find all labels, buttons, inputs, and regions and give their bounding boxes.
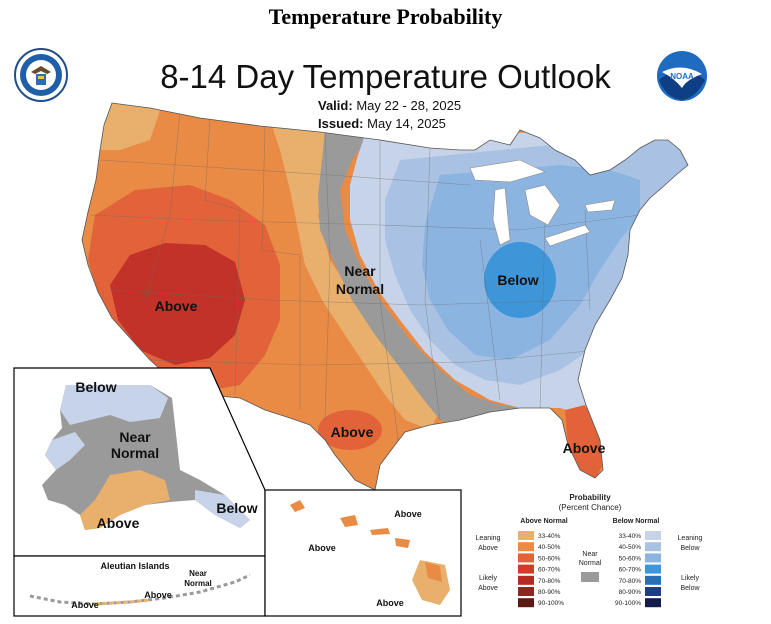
legend-above-range-1: 40-50% bbox=[538, 544, 561, 551]
legend-near-swatch bbox=[581, 572, 599, 582]
legend-leaning-below-2: Below bbox=[680, 545, 700, 552]
zone-leaning-above-nw bbox=[100, 103, 160, 150]
legend-likely-above-1: Likely bbox=[479, 575, 497, 582]
label-normal: Normal bbox=[336, 281, 384, 297]
issued-value: May 14, 2025 bbox=[367, 116, 446, 131]
legend-below-range-3: 60-70% bbox=[619, 567, 642, 574]
page-title: Temperature Probability bbox=[268, 4, 503, 29]
lake-superior bbox=[469, 159, 546, 183]
label-alaska-below-pan: Below bbox=[216, 500, 257, 516]
label-above-florida: Above bbox=[563, 440, 606, 456]
legend-leaning-above-1: Leaning bbox=[476, 535, 501, 542]
legend-below-header: Below Normal bbox=[613, 518, 660, 525]
legend-below-range-4: 70-80% bbox=[619, 578, 642, 585]
aleutian-above-1: Above bbox=[144, 590, 172, 600]
noaa-logo-icon: NOAA bbox=[657, 51, 707, 101]
zone-below-60 bbox=[484, 242, 556, 318]
label-above-texas: Above bbox=[331, 424, 374, 440]
hawaii-above-1: Above bbox=[394, 509, 422, 519]
aleutian-normal: Normal bbox=[184, 579, 212, 588]
issued-date: Issued: May 14, 2025 bbox=[318, 116, 446, 131]
label-alaska-above: Above bbox=[97, 515, 140, 531]
legend-likely-above-2: Above bbox=[478, 585, 498, 592]
hawaii-inset: Above Above Above bbox=[264, 489, 462, 617]
legend-above-range-5: 80-90% bbox=[538, 589, 561, 596]
legend-above-header: Above Normal bbox=[520, 518, 568, 525]
zone-above-60 bbox=[110, 243, 245, 365]
aleutian-near: Near bbox=[189, 569, 207, 578]
zone-leaning-above-plains bbox=[270, 120, 440, 430]
aleutian-title: Aleutian Islands bbox=[100, 561, 169, 571]
legend-leaning-above-2: Above bbox=[478, 545, 498, 552]
legend-below-swatch-5 bbox=[645, 587, 661, 596]
legend-below-swatch-3 bbox=[645, 564, 661, 574]
legend-above-range-4: 70-80% bbox=[538, 578, 561, 585]
legend-above-swatch-4 bbox=[518, 575, 534, 585]
legend-below-range-5: 80-90% bbox=[619, 589, 642, 596]
legend-above-swatch-5 bbox=[518, 587, 534, 596]
legend-below-range-1: 40-50% bbox=[619, 544, 642, 551]
legend-likely-below-2: Below bbox=[680, 585, 700, 592]
valid-value: May 22 - 28, 2025 bbox=[356, 98, 462, 113]
label-alaska-near: Near bbox=[119, 429, 151, 445]
legend-below-swatch-1 bbox=[645, 542, 661, 552]
legend-above-range-0: 33-40% bbox=[538, 533, 561, 540]
legend-above-swatch-0 bbox=[518, 531, 534, 540]
aleutian-inset: Aleutian Islands Near Normal Above Above bbox=[13, 555, 266, 617]
label-alaska-normal: Normal bbox=[111, 445, 159, 461]
hawaii-above-2: Above bbox=[308, 543, 336, 553]
legend-above-range-3: 60-70% bbox=[538, 567, 561, 574]
lake-michigan bbox=[492, 187, 511, 246]
hawaii-above-3: Above bbox=[376, 598, 404, 608]
legend-above-swatch-1 bbox=[518, 542, 534, 552]
legend-below-range-0: 33-40% bbox=[619, 533, 642, 540]
alaska-inset: Below Near Normal Above Below bbox=[13, 367, 266, 557]
legend-above-range-6: 90-100% bbox=[538, 600, 564, 607]
valid-dates: Valid: May 22 - 28, 2025 bbox=[318, 98, 461, 113]
legend-below-swatch-6 bbox=[645, 598, 661, 608]
legend-below-swatch-0 bbox=[645, 531, 661, 540]
lake-ontario bbox=[584, 199, 616, 213]
legend-likely-below-1: Likely bbox=[681, 575, 699, 582]
label-near: Near bbox=[344, 263, 376, 279]
conus-outlook bbox=[81, 102, 689, 491]
lake-huron bbox=[524, 184, 561, 226]
zone-above-texas bbox=[318, 410, 382, 450]
legend-leaning-below-1: Leaning bbox=[678, 535, 703, 542]
legend-below-range-6: 90-100% bbox=[615, 600, 641, 607]
legend-near-1: Near bbox=[582, 551, 598, 558]
issued-label: Issued: bbox=[318, 116, 364, 131]
legend-below-swatch-4 bbox=[645, 575, 661, 585]
seal-icon bbox=[14, 48, 68, 102]
zone-near-normal bbox=[318, 130, 520, 430]
legend-below-swatch-2 bbox=[645, 553, 661, 563]
legend-near-2: Normal bbox=[579, 560, 602, 567]
legend-below-range-2: 50-60% bbox=[619, 555, 642, 562]
legend: Probability (Percent Chance) Above Norma… bbox=[476, 493, 703, 608]
legend-above-swatch-6 bbox=[518, 598, 534, 608]
svg-text:NOAA: NOAA bbox=[670, 72, 694, 81]
map-title: 8-14 Day Temperature Outlook bbox=[160, 58, 611, 95]
aleutian-above-2: Above bbox=[71, 600, 99, 610]
legend-above-swatch-3 bbox=[518, 564, 534, 574]
legend-title: Probability bbox=[569, 493, 611, 502]
label-below: Below bbox=[497, 272, 538, 288]
legend-subtitle: (Percent Chance) bbox=[559, 503, 622, 512]
label-above-west: Above bbox=[155, 298, 198, 314]
legend-above-swatch-2 bbox=[518, 553, 534, 563]
legend-above-range-2: 50-60% bbox=[538, 555, 561, 562]
valid-label: Valid: bbox=[318, 98, 353, 113]
label-alaska-below: Below bbox=[75, 379, 116, 395]
lake-erie bbox=[544, 224, 591, 247]
